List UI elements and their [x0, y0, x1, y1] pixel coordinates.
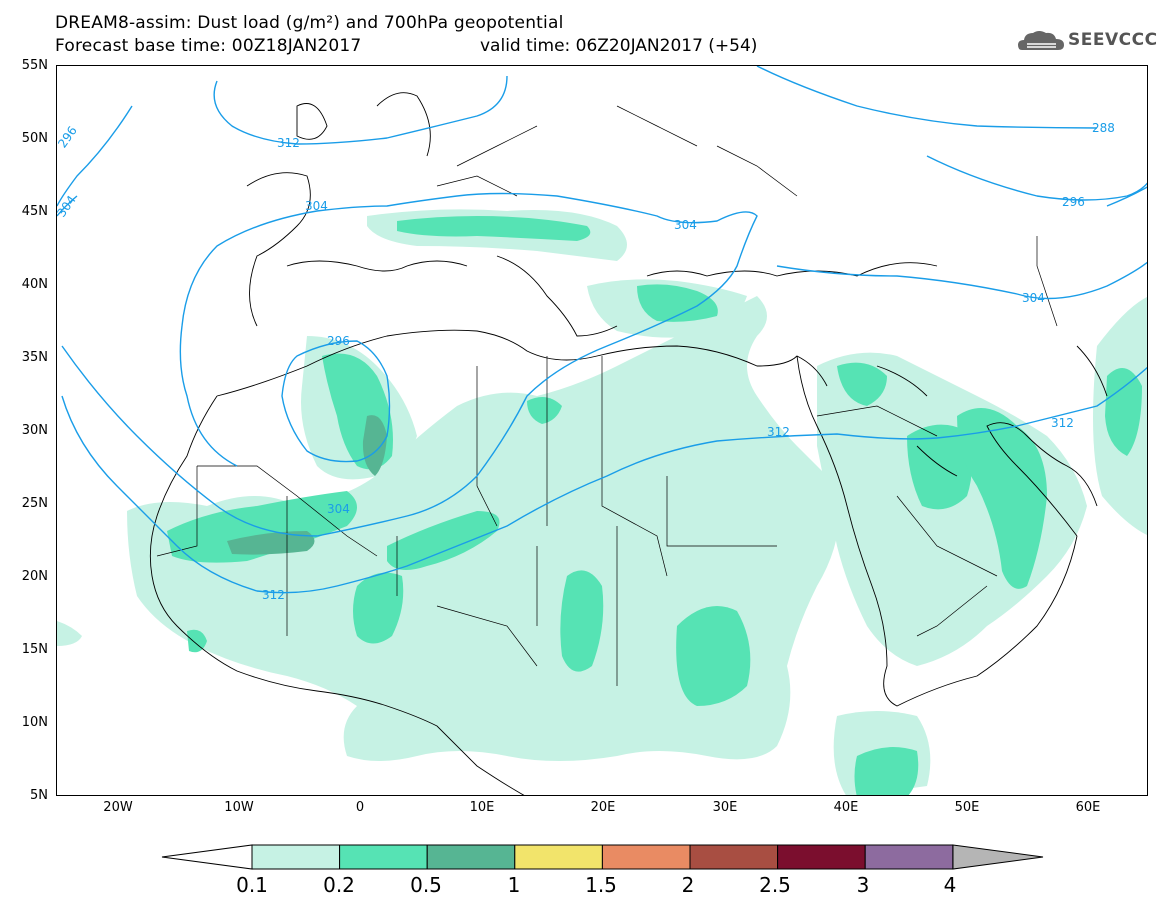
contour-296-east — [926, 155, 1147, 201]
lon-label: 10E — [469, 800, 495, 815]
lon-label: 20W — [103, 800, 133, 815]
lat-label: 35N — [21, 350, 48, 365]
contour-label: 312 — [767, 425, 790, 439]
contour-304-west — [57, 195, 78, 217]
dust-map: 296 304 312 296 304 312 304 304 312 312 … — [57, 66, 1147, 795]
lat-label: 45N — [21, 204, 48, 219]
colorbar-cell — [426, 844, 516, 870]
colorbar-label: 1 — [507, 873, 521, 897]
colorbar-cell — [514, 844, 603, 870]
lon-label: 20E — [590, 800, 616, 815]
colorbar-label: 2.5 — [759, 873, 791, 897]
colorbar-label: 0.5 — [410, 873, 442, 897]
colorbar-label: 4 — [943, 873, 957, 897]
lat-label: 15N — [21, 642, 48, 657]
forecast-base-time: Forecast base time: 00Z18JAN2017 — [55, 36, 362, 56]
contour-label: 312 — [262, 588, 285, 602]
dust-shading-medium — [167, 216, 1142, 795]
contour-312-north — [213, 75, 508, 145]
geopotential-contours — [57, 66, 1147, 594]
lat-label: 10N — [21, 715, 48, 730]
colorbar-cell — [251, 844, 341, 870]
dust-shading-light — [57, 209, 1147, 795]
colorbar-label: 0.1 — [236, 873, 268, 897]
lat-label: 25N — [21, 496, 48, 511]
contour-labels: 296 304 312 296 304 312 304 304 312 312 … — [57, 121, 1115, 602]
cloud-icon — [1018, 31, 1064, 50]
contour-label: 288 — [1092, 121, 1115, 135]
contour-label: 304 — [1022, 291, 1045, 305]
contour-label: 304 — [327, 502, 350, 516]
contour-304-mid — [61, 192, 758, 537]
lon-label: 40E — [833, 800, 859, 815]
contour-label: 312 — [277, 136, 300, 150]
contour-label: 296 — [57, 124, 80, 151]
map-title: DREAM8-assim: Dust load (g/m²) and 700hP… — [55, 13, 564, 33]
lon-label: 10W — [224, 800, 254, 815]
contour-label: 304 — [674, 218, 697, 232]
lon-label: 30E — [712, 800, 738, 815]
colorbar-low-arrow — [161, 844, 253, 870]
contour-296-west — [57, 105, 133, 207]
lat-label: 40N — [21, 277, 48, 292]
colorbar-label: 0.2 — [323, 873, 355, 897]
colorbar-cell — [339, 844, 428, 870]
dust-shading-dark — [227, 415, 387, 555]
colorbar-cell — [864, 844, 954, 870]
lat-label: 20N — [21, 569, 48, 584]
lat-label: 5N — [30, 788, 48, 803]
colorbar-cell — [777, 844, 866, 870]
colorbar-cell — [689, 844, 779, 870]
colorbar-label: 2 — [681, 873, 695, 897]
colorbar-label: 3 — [856, 873, 870, 897]
lon-label: 0 — [355, 800, 365, 815]
contour-label: 304 — [305, 199, 328, 213]
contour-304-east — [776, 261, 1147, 300]
colorbar-label: 1.5 — [585, 873, 617, 897]
contour-label: 296 — [327, 334, 350, 348]
contour-312-north-east — [756, 66, 1098, 129]
valid-time: valid time: 06Z20JAN2017 (+54) — [480, 36, 758, 56]
contour-312-south — [61, 366, 1147, 594]
seevccc-logo — [1018, 31, 1064, 50]
country-borders — [156, 105, 1058, 686]
lat-label: 30N — [21, 423, 48, 438]
lat-label: 50N — [21, 131, 48, 146]
colorbar-high-arrow — [952, 844, 1044, 870]
map-panel: 296 304 312 296 304 312 304 304 312 312 … — [56, 65, 1148, 796]
coastlines — [149, 92, 1108, 795]
lon-label: 50E — [954, 800, 980, 815]
contour-296-mid — [281, 340, 391, 463]
contour-label: 312 — [1051, 416, 1074, 430]
lat-label: 55N — [21, 58, 48, 73]
logo-text: SEEVCCC — [1068, 30, 1158, 50]
contour-304-east-far — [1106, 186, 1147, 207]
colorbar — [161, 844, 1044, 870]
lon-label: 60E — [1075, 800, 1101, 815]
contour-label: 296 — [1062, 195, 1085, 209]
colorbar-cell — [601, 844, 691, 870]
